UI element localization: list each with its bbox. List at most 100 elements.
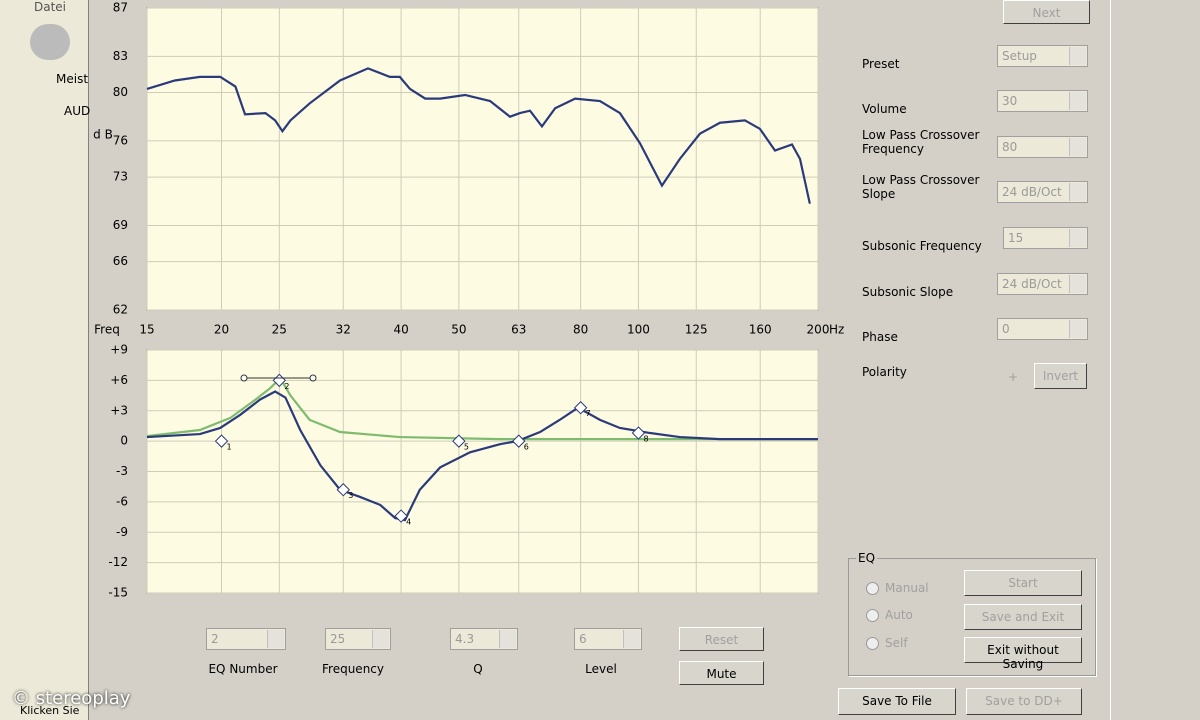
spinbox[interactable]: 15 xyxy=(1003,227,1088,249)
invert-button[interactable]: Invert xyxy=(1034,363,1087,389)
eq-marker xyxy=(394,509,408,523)
host-app: Datei Meist AUD Klicken Sie © stereoplay xyxy=(0,0,130,720)
eq-marker-label: 7 xyxy=(586,409,591,418)
eq-marker xyxy=(512,434,526,448)
x-tick-label: 125 xyxy=(685,323,708,337)
arrow[interactable] xyxy=(1069,183,1086,201)
y-tick-label: +6 xyxy=(110,373,128,387)
x-tick-label: 15 xyxy=(139,323,154,337)
x-tick-label: 20 xyxy=(214,323,229,337)
dropdown[interactable]: 2 xyxy=(206,628,286,650)
y-tick-label: -15 xyxy=(108,586,128,600)
x-tick-label: 80 xyxy=(573,323,588,337)
y-tick-label: -3 xyxy=(116,464,128,478)
q-handle-end xyxy=(309,374,317,382)
eq-control-label: EQ Number xyxy=(208,662,278,676)
y-tick-label: 87 xyxy=(113,1,128,15)
spinbox[interactable]: 80 xyxy=(997,136,1088,158)
x-axis-label: Freq xyxy=(94,323,120,337)
setting-label: Low Pass Crossover Slope xyxy=(862,173,980,201)
dropdown[interactable]: 24 dB/Oct xyxy=(997,273,1088,295)
eq-control-label: Frequency xyxy=(322,662,384,676)
eq-marker xyxy=(336,483,350,497)
x-unit: Hz xyxy=(829,323,844,337)
y-tick-label: 76 xyxy=(113,133,128,147)
y-tick-label: 0 xyxy=(120,434,128,448)
spinbox[interactable]: 30 xyxy=(997,90,1088,112)
y-tick-label: 62 xyxy=(113,303,128,317)
x-tick-label: 50 xyxy=(451,323,466,337)
eq-group-title: EQ xyxy=(856,551,878,565)
radio-label: Auto xyxy=(885,608,913,622)
arrow[interactable] xyxy=(1069,138,1086,156)
back-button[interactable] xyxy=(30,24,70,60)
plot-area xyxy=(146,7,819,311)
eq-marker-label: 5 xyxy=(464,443,469,452)
arrow[interactable] xyxy=(1069,229,1086,247)
line xyxy=(146,390,818,522)
x-tick-label: 32 xyxy=(336,323,351,337)
q-handle-end xyxy=(240,374,248,382)
x-tick-label: 200 xyxy=(807,323,830,337)
arrow[interactable] xyxy=(499,630,516,648)
spinbox[interactable]: 25 xyxy=(325,628,391,650)
line xyxy=(146,67,811,204)
y-tick-label: +3 xyxy=(110,403,128,417)
arrow[interactable] xyxy=(623,630,640,648)
spinbox[interactable]: 6 xyxy=(574,628,642,650)
x-tick-label: 160 xyxy=(749,323,772,337)
watermark: © stereoplay xyxy=(12,688,131,709)
eq-button[interactable]: Start xyxy=(964,570,1082,596)
mute-button[interactable]: Mute xyxy=(679,661,764,685)
arrow[interactable] xyxy=(1069,47,1086,65)
arrow[interactable] xyxy=(1069,275,1086,293)
dropdown[interactable]: Setup xyxy=(997,45,1088,67)
x-tick-label: 100 xyxy=(627,323,650,337)
status: Klicken Sie xyxy=(20,704,80,717)
eq-marker-label: 4 xyxy=(406,518,411,527)
spinbox[interactable]: 4.3 xyxy=(450,628,518,650)
setting-label: Subsonic Slope xyxy=(862,285,954,299)
menu[interactable]: Datei xyxy=(34,0,67,14)
radio[interactable] xyxy=(866,582,879,595)
eq-marker-label: 6 xyxy=(524,443,529,452)
eq-button[interactable]: Exit without Saving xyxy=(964,637,1082,671)
arrow[interactable] xyxy=(1069,92,1086,110)
eq-marker-label: 2 xyxy=(284,382,289,391)
x-tick-label: 25 xyxy=(272,323,287,337)
eq-control-label: Q xyxy=(473,662,483,676)
setting-label: Phase xyxy=(862,330,898,344)
y-axis-label: d B xyxy=(93,128,113,142)
y-tick-label: -12 xyxy=(108,555,128,569)
reset-button[interactable]: Reset xyxy=(679,627,764,651)
setting-label: Low Pass Crossover Frequency xyxy=(862,128,980,156)
radio[interactable] xyxy=(866,609,879,622)
y-tick-label: 73 xyxy=(113,170,128,184)
eq-marker xyxy=(573,401,588,415)
eq-marker xyxy=(452,434,466,448)
radio[interactable] xyxy=(866,637,879,650)
y-tick-label: 83 xyxy=(113,49,128,63)
eq-marker-label: 1 xyxy=(227,443,232,452)
sidebar-item[interactable]: AUD xyxy=(64,104,91,118)
arrow[interactable] xyxy=(372,630,389,648)
setting-label: Subsonic Frequency xyxy=(862,239,982,253)
x-tick-label: 63 xyxy=(511,323,526,337)
y-tick-label: 69 xyxy=(113,218,128,232)
radio-label: Self xyxy=(885,636,908,650)
save-dd-button[interactable]: Save to DD+ xyxy=(966,688,1082,715)
arrow[interactable] xyxy=(267,630,284,648)
save-file-button[interactable]: Save To File xyxy=(838,688,956,715)
spinbox[interactable]: 0 xyxy=(997,318,1088,340)
polarity-value: + xyxy=(1008,370,1019,384)
arrow[interactable] xyxy=(1069,320,1086,338)
dropdown[interactable]: 24 dB/Oct xyxy=(997,181,1088,203)
radio-label: Manual xyxy=(885,581,929,595)
host-background xyxy=(1110,0,1200,720)
sidebar-item[interactable]: Meist xyxy=(56,72,89,86)
eq-marker xyxy=(631,426,646,440)
next-button[interactable]: Next xyxy=(1003,0,1090,24)
eq-button[interactable]: Save and Exit xyxy=(964,604,1082,630)
